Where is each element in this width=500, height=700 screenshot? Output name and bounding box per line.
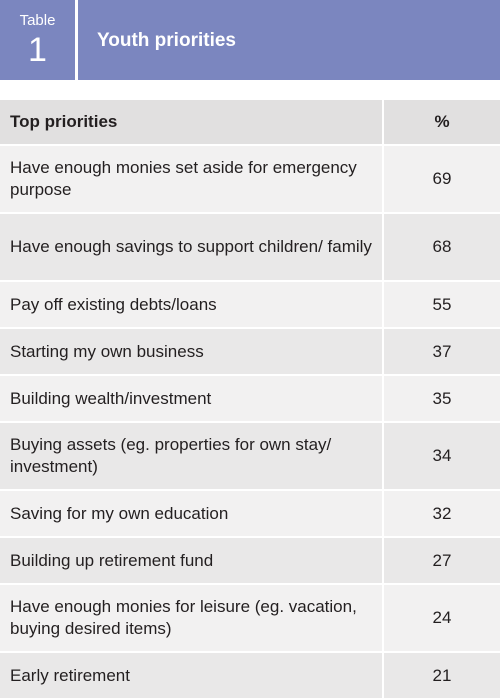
column-header-percent: % (382, 100, 500, 144)
table-label-word: Table (19, 12, 56, 29)
percent-cell: 35 (382, 376, 500, 421)
priority-cell: Have enough monies set aside for emergen… (10, 158, 357, 199)
table-number-label: Table 1 (0, 0, 75, 80)
table-row: Have enough monies for leisure (eg. vaca… (0, 585, 500, 653)
table-row: Pay off existing debts/loans 55 (0, 282, 500, 329)
column-header-priorities: Top priorities (10, 112, 118, 131)
table-row: Starting my own business 37 (0, 329, 500, 376)
percent-cell: 68 (382, 214, 500, 280)
table-header-row: Top priorities % (0, 100, 500, 146)
priority-cell: Buying assets (eg. properties for own st… (10, 435, 332, 476)
table-row: Have enough savings to support children/… (0, 214, 500, 282)
table-row: Building wealth/investment 35 (0, 376, 500, 423)
priorities-table: Top priorities % Have enough monies set … (0, 100, 500, 700)
table-title: Youth priorities (97, 30, 236, 51)
priority-cell: Starting my own business (10, 341, 204, 361)
priority-cell: Pay off existing debts/loans (10, 294, 217, 314)
table-row: Early retirement 21 (0, 653, 500, 700)
priority-cell: Have enough monies for leisure (eg. vaca… (10, 597, 357, 638)
percent-cell: 69 (382, 146, 500, 212)
priority-cell: Building up retirement fund (10, 550, 214, 570)
percent-cell: 37 (382, 329, 500, 374)
table-row: Saving for my own education 32 (0, 491, 500, 538)
table-row: Building up retirement fund 27 (0, 538, 500, 585)
percent-cell: 55 (382, 282, 500, 327)
priority-cell: Early retirement (10, 665, 130, 685)
table-header-banner: Table 1 Youth priorities (0, 0, 500, 80)
table-row: Buying assets (eg. properties for own st… (0, 423, 500, 491)
table-label-number: 1 (28, 31, 47, 69)
priority-cell: Have enough savings to support children/… (10, 237, 372, 256)
priority-cell: Building wealth/investment (10, 388, 212, 408)
percent-cell: 34 (382, 423, 500, 489)
header-divider (75, 0, 78, 80)
percent-cell: 27 (382, 538, 500, 583)
priority-cell: Saving for my own education (10, 503, 229, 523)
percent-cell: 24 (382, 585, 500, 651)
table-row: Have enough monies set aside for emergen… (0, 146, 500, 214)
percent-cell: 21 (382, 653, 500, 698)
percent-cell: 32 (382, 491, 500, 536)
